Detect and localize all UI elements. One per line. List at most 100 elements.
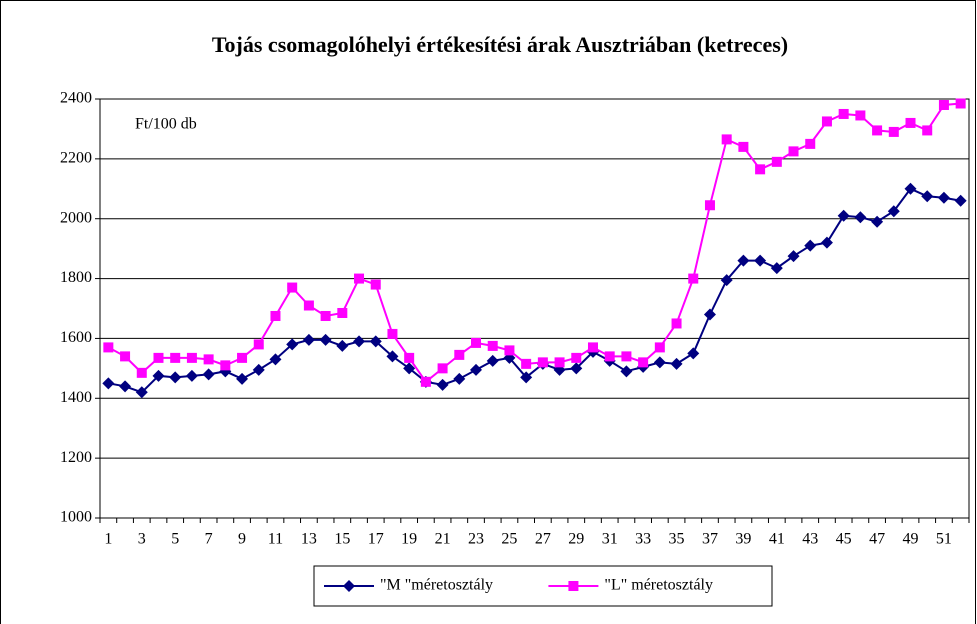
x-tick-label: 17 <box>368 531 384 548</box>
marker <box>153 352 164 363</box>
marker <box>237 352 248 363</box>
marker <box>787 250 800 263</box>
marker <box>937 191 950 204</box>
marker <box>470 363 483 376</box>
marker <box>771 156 782 167</box>
x-tick-label: 7 <box>205 531 213 548</box>
marker <box>838 108 849 119</box>
marker <box>236 372 249 385</box>
marker <box>369 335 382 348</box>
marker <box>571 352 582 363</box>
legend-box <box>313 565 773 607</box>
marker <box>102 377 115 390</box>
marker <box>738 141 749 152</box>
marker <box>486 354 499 367</box>
marker <box>904 182 917 195</box>
marker <box>620 365 633 378</box>
legend-marker <box>343 580 355 592</box>
series-line <box>107 102 961 384</box>
marker <box>671 318 682 329</box>
marker <box>871 215 884 228</box>
marker <box>186 352 197 363</box>
marker <box>269 353 282 366</box>
marker <box>487 340 498 351</box>
marker <box>185 369 198 382</box>
marker <box>754 254 767 267</box>
marker <box>437 363 448 374</box>
marker <box>704 200 715 211</box>
x-tick-label: 45 <box>836 531 852 548</box>
marker <box>520 371 533 384</box>
marker <box>337 307 348 318</box>
x-tick-label: 11 <box>268 531 283 548</box>
marker <box>854 211 867 224</box>
marker <box>521 358 532 369</box>
marker <box>253 339 264 350</box>
marker <box>688 273 699 284</box>
marker <box>220 360 231 371</box>
marker <box>103 342 114 353</box>
marker <box>804 239 817 252</box>
x-tick-label: 31 <box>602 531 618 548</box>
marker <box>687 347 700 360</box>
legend-marker <box>568 581 579 591</box>
marker <box>855 110 866 121</box>
marker <box>453 372 466 385</box>
x-tick-label: 47 <box>869 531 885 548</box>
x-tick-label: 35 <box>669 531 685 548</box>
x-tick-label: 21 <box>435 531 451 548</box>
marker <box>720 274 733 287</box>
marker <box>820 236 833 249</box>
marker <box>905 117 916 128</box>
marker <box>202 368 215 381</box>
x-tick-label: 51 <box>936 531 952 548</box>
y-tick-label: 1400 <box>60 389 92 406</box>
x-tick-label: 27 <box>535 531 551 548</box>
marker <box>135 386 148 399</box>
marker <box>887 205 900 218</box>
marker <box>805 138 816 149</box>
marker <box>119 380 132 393</box>
marker <box>721 134 732 145</box>
marker <box>537 357 548 368</box>
annotation: Ft/100 db <box>135 116 197 133</box>
marker <box>821 116 832 127</box>
marker <box>386 350 399 363</box>
marker <box>353 335 366 348</box>
marker <box>737 254 750 267</box>
marker <box>955 98 966 109</box>
marker <box>120 351 131 362</box>
marker <box>454 349 465 360</box>
series-line <box>108 187 961 394</box>
marker <box>837 209 850 222</box>
marker <box>370 279 381 290</box>
y-tick-label: 2400 <box>60 90 92 107</box>
x-tick-label: 9 <box>238 531 246 548</box>
marker <box>554 357 565 368</box>
y-tick-label: 2000 <box>60 209 92 226</box>
x-tick-label: 13 <box>301 531 317 548</box>
x-tick-label: 19 <box>401 531 417 548</box>
marker <box>654 342 665 353</box>
x-tick-label: 25 <box>501 531 517 548</box>
marker <box>387 328 398 339</box>
marker <box>436 378 449 391</box>
y-tick-label: 1800 <box>60 269 92 286</box>
marker <box>471 337 482 348</box>
marker <box>319 333 332 346</box>
marker <box>287 282 298 293</box>
marker <box>420 376 431 387</box>
marker <box>136 367 147 378</box>
y-tick-label: 1200 <box>60 449 92 466</box>
marker <box>653 356 666 369</box>
marker <box>872 125 883 136</box>
x-tick-label: 37 <box>702 531 718 548</box>
marker <box>354 273 365 284</box>
marker <box>703 308 716 321</box>
marker <box>203 354 214 365</box>
marker <box>169 371 182 384</box>
marker <box>270 310 281 321</box>
plot-area <box>100 99 969 518</box>
x-tick-label: 29 <box>568 531 584 548</box>
